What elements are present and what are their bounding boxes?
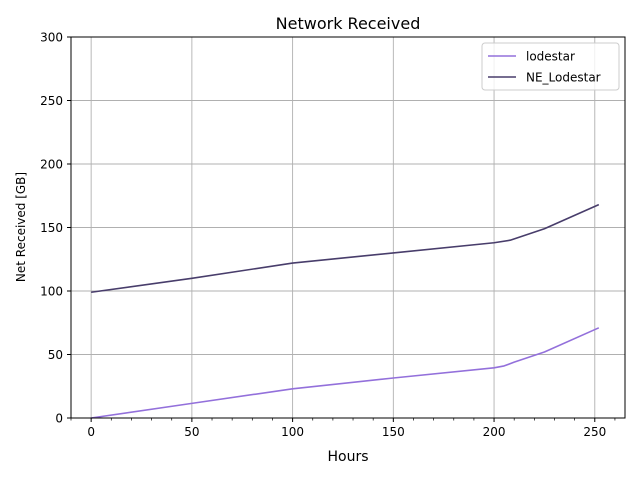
chart-title: Network Received	[276, 14, 421, 33]
plot-series	[91, 203, 600, 419]
y-tick-label: 0	[55, 412, 63, 426]
axes: 0 50 100 150 200 250 0 50 100 150 200 250 300	[40, 31, 626, 439]
y-axis-label: Net Received [GB]	[14, 172, 28, 282]
y-tick-label: 150	[40, 221, 63, 235]
x-tick-label: 250	[583, 425, 606, 439]
series-line-lodestar	[91, 327, 600, 419]
x-axis-label: Hours	[327, 449, 368, 465]
x-tick-label: 150	[382, 425, 405, 439]
grid	[71, 36, 625, 419]
x-tick-label: 100	[281, 425, 304, 439]
y-tick-label: 100	[40, 285, 63, 299]
legend-label-lodestar: lodestar	[526, 50, 575, 64]
y-tick-label: 200	[40, 158, 63, 172]
labels: Network Received Hours Net Received [GB]	[14, 14, 420, 465]
y-tick-label: 50	[48, 348, 63, 362]
x-tick-label: 50	[184, 425, 199, 439]
x-tick-label: 200	[483, 425, 506, 439]
series-line-ne-lodestar	[91, 203, 600, 294]
legend: lodestar NE_Lodestar	[481, 42, 620, 91]
legend-label-ne-lodestar: NE_Lodestar	[526, 71, 601, 85]
x-tick-label: 0	[87, 425, 95, 439]
y-tick-label: 250	[40, 94, 63, 108]
y-tick-label: 300	[40, 31, 63, 45]
legend-box	[481, 42, 620, 91]
